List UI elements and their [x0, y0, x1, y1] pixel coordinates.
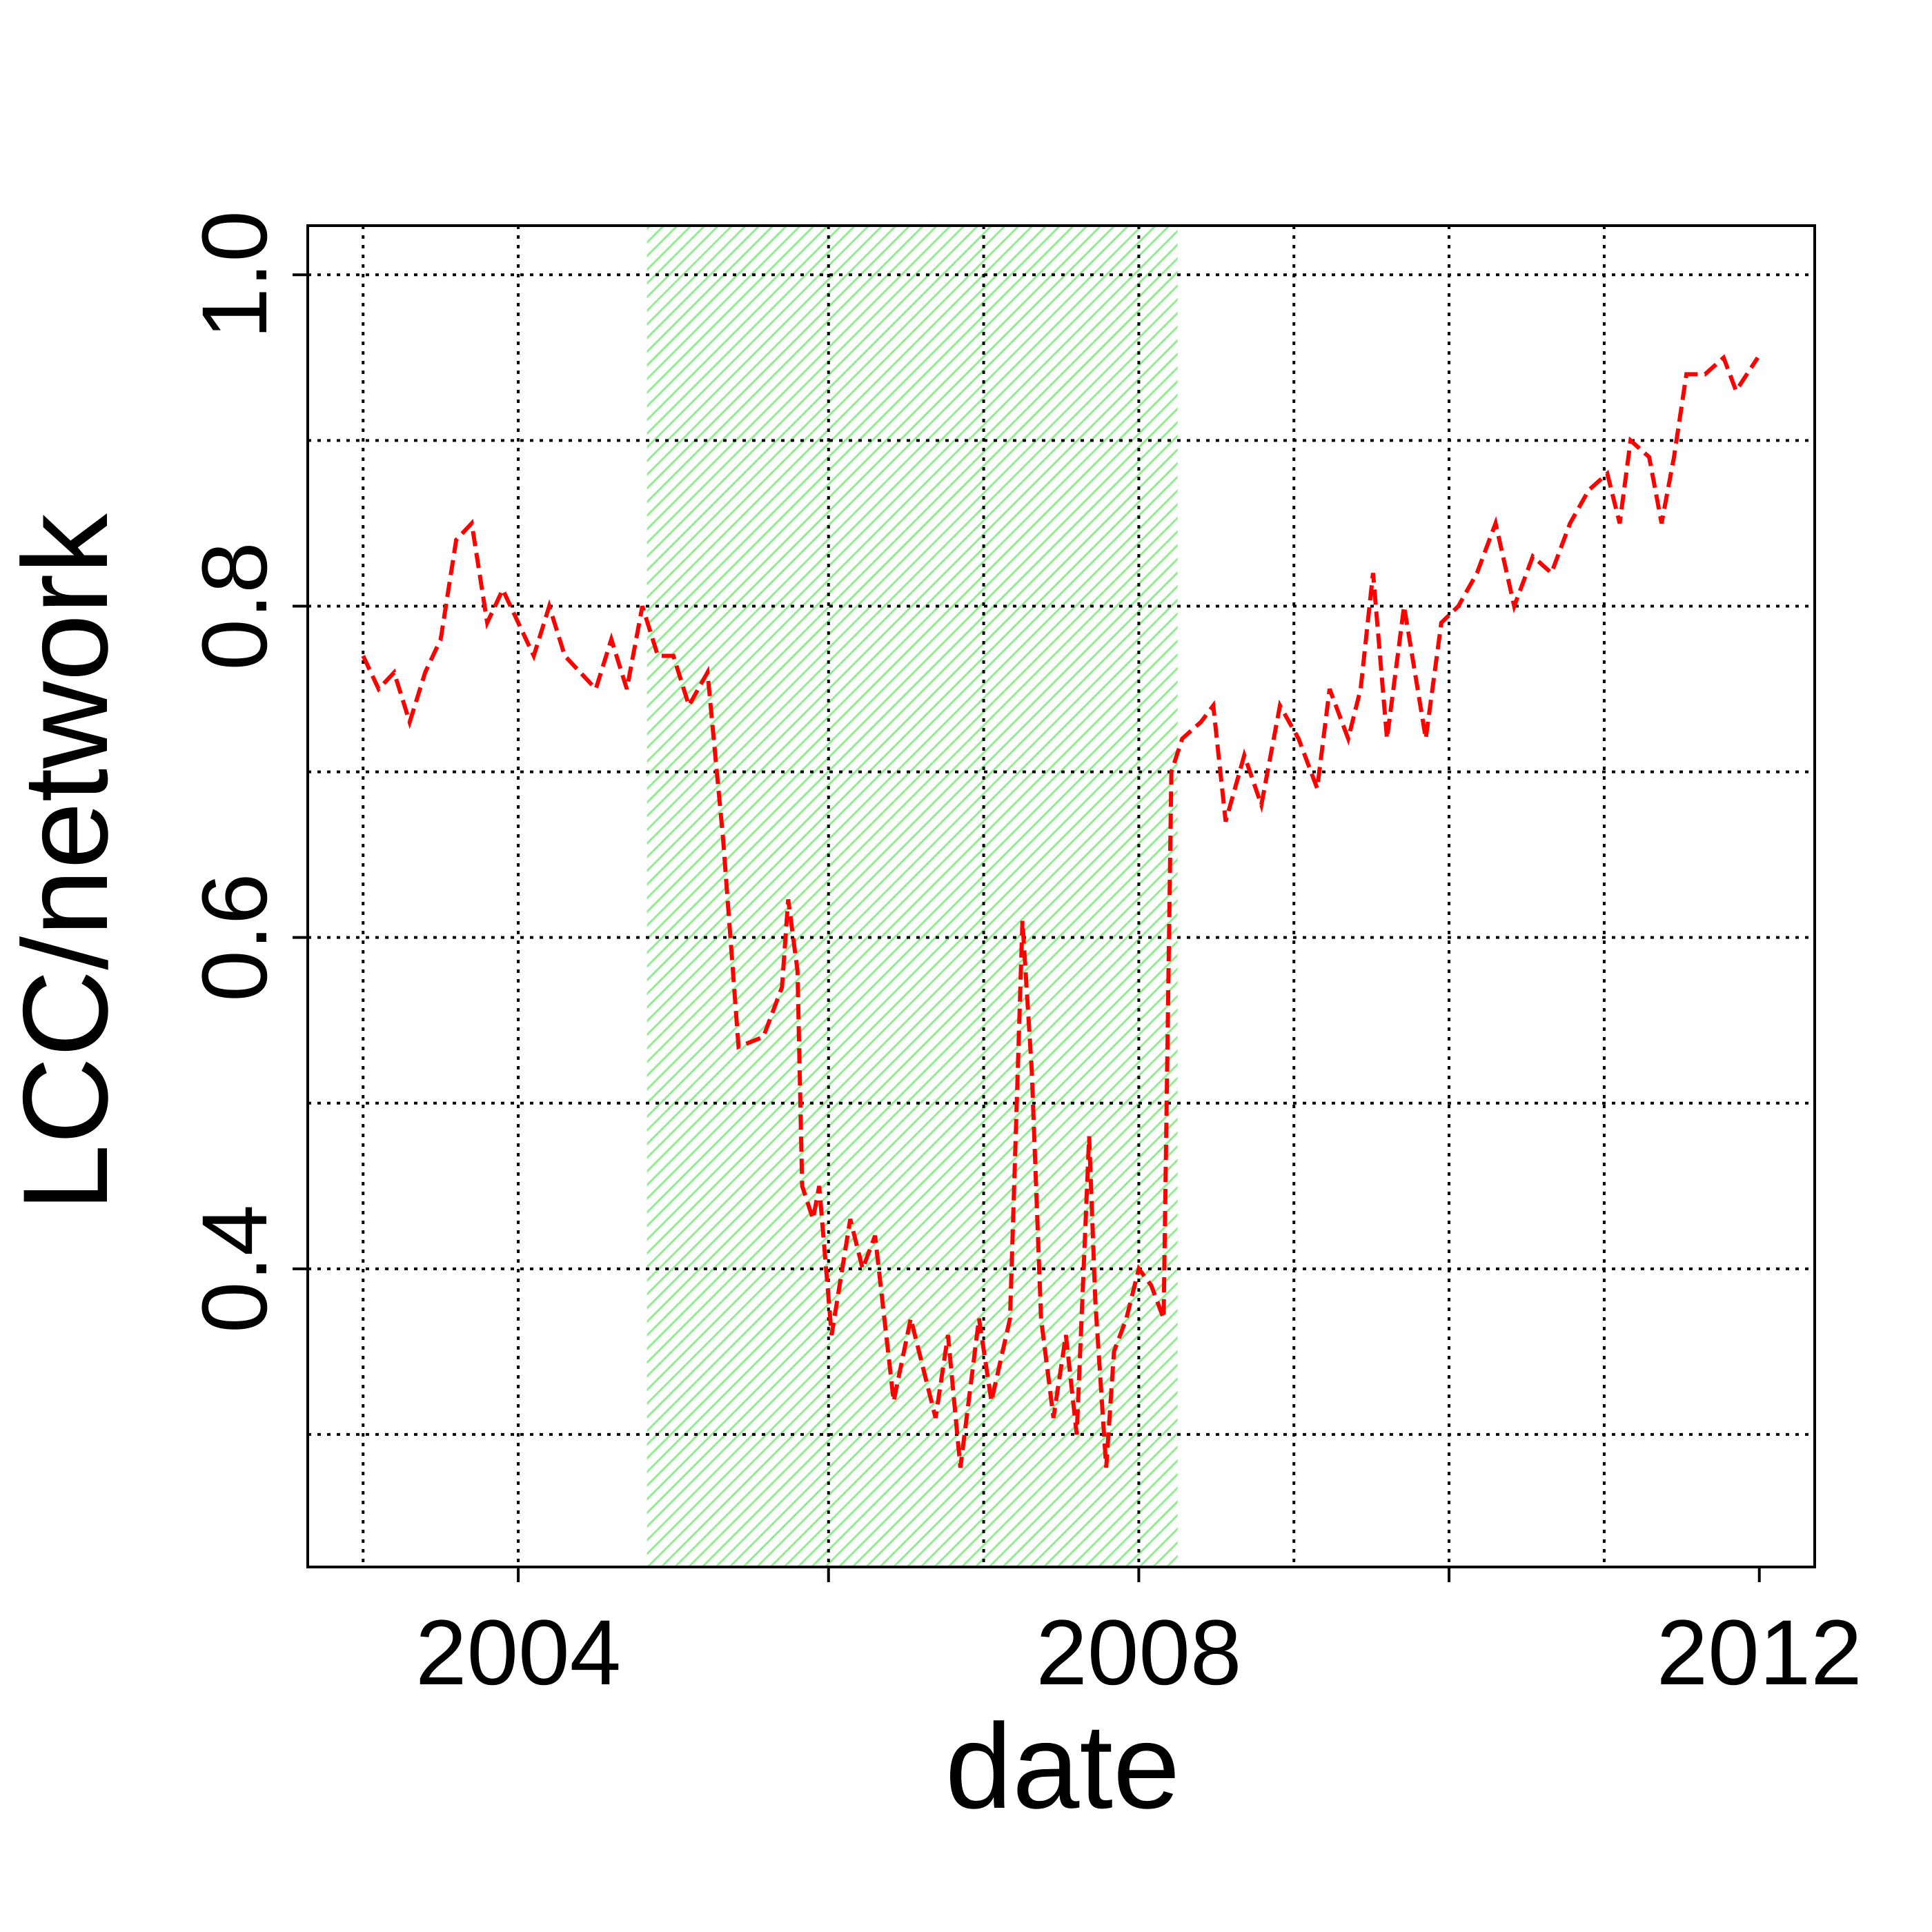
- x-tick-label: 2004: [415, 1601, 621, 1704]
- y-tick-label: 0.8: [184, 542, 286, 670]
- x-axis-title: date: [945, 1699, 1181, 1834]
- y-tick-label: 1.0: [184, 210, 286, 339]
- y-axis-title: LCC/network: [0, 513, 133, 1212]
- x-tick-label: 2008: [1036, 1601, 1241, 1704]
- data-line: [361, 354, 1759, 1468]
- x-tick-label: 2012: [1657, 1601, 1862, 1704]
- plot-frame: [306, 224, 1816, 1568]
- shaded-period: [647, 226, 1178, 1567]
- y-tick-label: 0.6: [184, 874, 286, 1002]
- y-tick-label: 0.4: [184, 1205, 286, 1333]
